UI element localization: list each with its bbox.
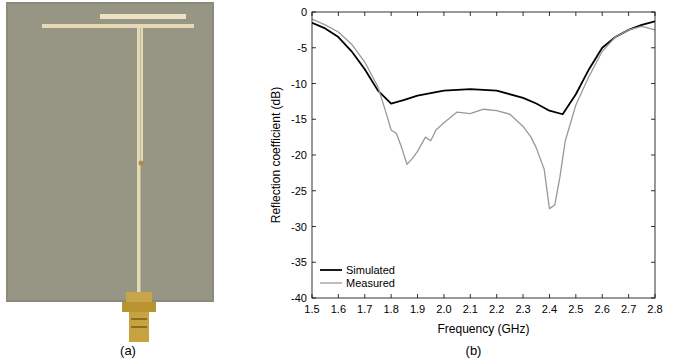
x-tick-label: 1.5 [304, 303, 319, 315]
board [6, 2, 214, 302]
y-tick-label: -30 [291, 221, 307, 233]
y-tick-right [651, 119, 655, 120]
axes: 1.5 1.6 1.7 1.8 1.9 2.0 2.1 2.2 2.3 2.4 2.5 2.6 2.7 2… [291, 6, 663, 315]
connector-thread [131, 318, 147, 320]
legend-swatch [320, 282, 342, 283]
y-tick-label: -20 [291, 149, 307, 161]
x-tick-top [443, 12, 444, 16]
connector-body [129, 312, 149, 342]
connector-thread [131, 326, 147, 328]
x-tick-label: 1.8 [384, 303, 399, 315]
via [139, 161, 144, 166]
x-tick-top [470, 12, 471, 16]
x-tick [417, 294, 418, 298]
x-tick [628, 294, 629, 298]
connector-flange [126, 292, 152, 302]
x-tick [523, 294, 524, 298]
y-tick-right [651, 155, 655, 156]
y-tick-right [651, 190, 655, 191]
x-tick [443, 294, 444, 298]
x-tick [338, 294, 339, 298]
x-tick-top [575, 12, 576, 16]
x-tick-top [364, 12, 365, 16]
legend: SimulatedMeasured [320, 264, 395, 289]
x-tick [602, 294, 603, 298]
x-tick-top [338, 12, 339, 16]
legend-label: Measured [346, 277, 395, 289]
x-tick-top [549, 12, 550, 16]
x-tick-label: 1.6 [331, 303, 346, 315]
x-tick-label: 2.2 [489, 303, 504, 315]
y-tick-right [651, 83, 655, 84]
x-tick [470, 294, 471, 298]
x-tick-label: 2.3 [515, 303, 530, 315]
x-tick-label: 2.7 [621, 303, 636, 315]
x-tick-top [391, 12, 392, 16]
y-tick-right [651, 262, 655, 263]
x-tick [575, 294, 576, 298]
x-tick-top [523, 12, 524, 16]
panel-caption: (b) [466, 343, 482, 358]
legend-label: Simulated [346, 264, 395, 276]
y-axis-title: Reflection coefficient (dB) [269, 87, 283, 224]
feed-stub [141, 24, 143, 164]
x-tick [549, 294, 550, 298]
series-line [312, 21, 655, 114]
y-tick [312, 262, 316, 263]
series-line [312, 19, 655, 208]
y-tick-label: -40 [291, 292, 307, 304]
x-tick-top [496, 12, 497, 16]
x-tick-label: 2.4 [542, 303, 557, 315]
feed-line [137, 24, 141, 296]
y-tick [312, 226, 316, 227]
y-tick [312, 190, 316, 191]
series-group [312, 19, 655, 208]
x-tick-label: 2.1 [463, 303, 478, 315]
y-tick-label: -10 [291, 78, 307, 90]
y-tick-label: -25 [291, 185, 307, 197]
x-tick-top [417, 12, 418, 16]
x-tick-label: 2.0 [436, 303, 451, 315]
y-tick-label: 0 [301, 6, 307, 18]
antenna-photo [6, 2, 214, 342]
x-tick-label: 1.7 [357, 303, 372, 315]
connector-nut [122, 302, 156, 312]
legend-swatch [320, 269, 342, 271]
x-tick-top [628, 12, 629, 16]
x-tick-label: 1.9 [410, 303, 425, 315]
panel-caption: (a) [120, 343, 136, 358]
y-tick-label: -35 [291, 256, 307, 268]
y-tick-right [651, 47, 655, 48]
board-surface [8, 4, 212, 300]
y-tick-label: -15 [291, 113, 307, 125]
top-strip [100, 14, 186, 19]
x-tick-label: 2.5 [568, 303, 583, 315]
x-axis-title: Frequency (GHz) [437, 322, 529, 336]
figure: (a) 1.5 1.6 1.7 1.8 1.9 2.0 2.1 2.2 2.3 2.4 2.5 2.6 2… [0, 0, 677, 363]
y-tick [312, 155, 316, 156]
y-tick [312, 119, 316, 120]
plot-frame [312, 12, 655, 298]
arm-strip [42, 24, 194, 28]
x-tick-top [602, 12, 603, 16]
y-tick-label: -5 [297, 42, 307, 54]
x-tick-label: 2.6 [595, 303, 610, 315]
y-tick-right [651, 226, 655, 227]
x-tick [364, 294, 365, 298]
x-tick [496, 294, 497, 298]
x-tick [391, 294, 392, 298]
x-tick-label: 2.8 [647, 303, 662, 315]
y-tick [312, 47, 316, 48]
y-tick [312, 83, 316, 84]
